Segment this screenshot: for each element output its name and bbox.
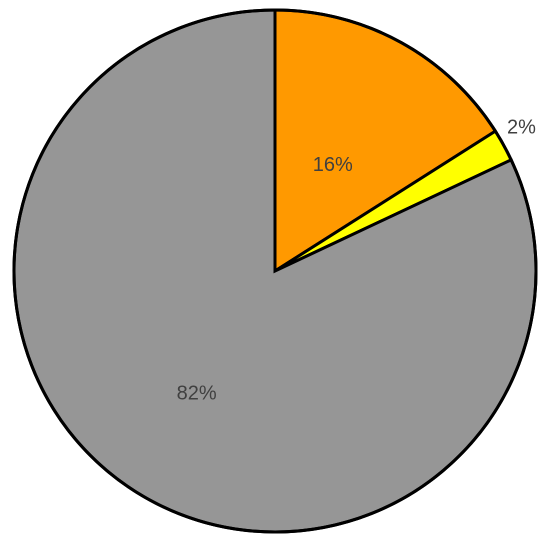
pie-slices <box>12 8 538 534</box>
pie-outline <box>12 8 538 534</box>
data-label-82-percent: 82% <box>177 383 217 405</box>
data-label-16-percent: 16% <box>313 154 353 176</box>
data-label-2-percent: 2% <box>507 116 536 138</box>
pie-data-labels: 16% 2% 82% <box>177 116 536 404</box>
